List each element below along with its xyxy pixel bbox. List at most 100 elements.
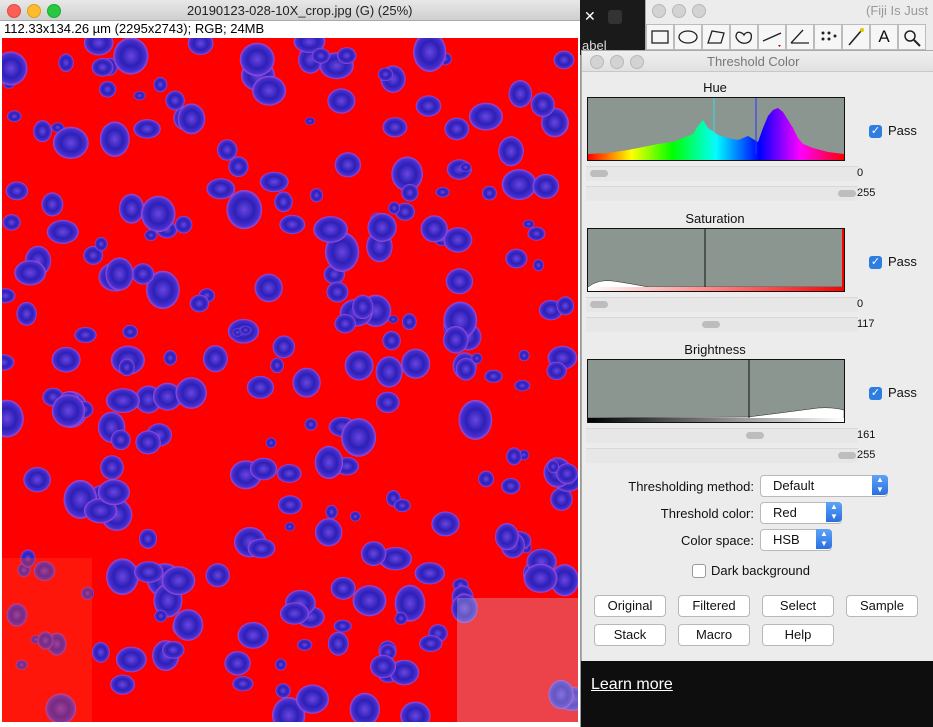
cell-nucleus [333,619,352,633]
threshold-close-button[interactable] [590,55,604,69]
cell-nucleus [326,281,349,303]
stack-button[interactable]: Stack [594,624,666,646]
brightness-min-slider[interactable] [586,428,858,443]
hue-min-slider[interactable] [586,166,858,181]
threshold-titlebar: Threshold Color [582,51,933,72]
cell-nucleus [105,257,134,291]
cell-nucleus [501,478,521,495]
thresholding-method-select[interactable]: Default ▲ ▼ [760,475,888,497]
saturation-max-slider[interactable] [586,317,858,332]
brightness-max-slider[interactable] [586,448,858,463]
cell-nucleus [247,538,276,559]
cell-nucleus [414,562,445,585]
brightness-pass-checkbox[interactable]: ✓ [869,387,882,400]
cell-nucleus [174,215,193,234]
cell-nucleus [443,326,469,354]
zoom-window-button[interactable] [47,4,61,18]
polygon-tool-icon[interactable] [702,24,730,50]
oval-tool-icon[interactable] [674,24,702,50]
cell-nucleus [177,103,206,135]
hue-label: Hue [703,80,727,95]
saturation-pass-label: Pass [888,254,917,269]
hue-max-slider[interactable] [586,186,858,201]
cell-nucleus [41,192,64,217]
cell-nucleus [33,561,56,581]
cell-nucleus [162,641,185,659]
cell-nucleus [296,684,329,714]
saturation-min-thumb[interactable] [590,301,608,308]
magnifier-tool-icon[interactable] [898,24,926,50]
threshold-minimize-button[interactable] [610,55,624,69]
fiji-minimize-button[interactable] [672,4,686,18]
close-window-button[interactable] [7,4,21,18]
threshold-zoom-button[interactable] [630,55,644,69]
cell-nucleus [401,348,431,379]
cell-nucleus [239,42,275,77]
cell-nucleus [455,357,477,381]
cell-nucleus [382,331,401,351]
cell-nucleus [498,136,524,167]
angle-tool-icon[interactable] [786,24,814,50]
threshold-color-select[interactable]: Red ▲ ▼ [760,502,842,524]
point-tool-icon[interactable] [814,24,842,50]
brightness-min-thumb[interactable] [746,432,764,439]
help-button[interactable]: Help [762,624,834,646]
saturation-min-slider[interactable] [586,297,858,312]
cell-nucleus [350,511,361,522]
dark-background-checkbox[interactable] [692,564,706,578]
close-x-icon[interactable]: ✕ [584,8,596,24]
cell-nucleus [523,563,558,593]
text-tool-icon[interactable]: A [870,24,898,50]
cell-nucleus [400,701,431,722]
filtered-button[interactable]: Filtered [678,595,750,617]
freehand-tool-icon[interactable] [730,24,758,50]
cell-nucleus [459,162,472,172]
cell-nucleus [310,188,323,203]
learn-more-link[interactable]: Learn more [591,676,673,693]
cell-nucleus [278,495,303,515]
hue-max-value: 255 [857,187,876,199]
cell-nucleus [175,377,207,409]
color-space-select[interactable]: HSB ▲ ▼ [760,529,832,551]
line-tool-icon[interactable] [758,24,786,50]
cell-nucleus [478,470,495,488]
hue-max-thumb[interactable] [838,190,856,197]
cell-nucleus [506,447,522,466]
cell-nucleus [163,350,177,366]
sample-button[interactable]: Sample [846,595,918,617]
cell-nucleus [304,418,318,431]
hue-min-thumb[interactable] [590,170,608,177]
hue-pass-checkbox[interactable]: ✓ [869,125,882,138]
cell-nucleus [115,646,147,673]
cell-nucleus [413,38,447,72]
cell-nucleus [97,479,130,506]
cell-nucleus [376,391,400,413]
cell-nucleus [314,445,344,479]
cell-nucleus [522,219,535,229]
cell-nucleus [153,382,182,411]
minimize-window-button[interactable] [27,4,41,18]
brightness-max-value: 255 [857,449,876,461]
rectangle-tool-icon[interactable] [646,24,674,50]
fiji-close-button[interactable] [652,4,666,18]
fiji-toolbar-window: (Fiji Is Just A [645,0,933,55]
saturation-pass-checkbox[interactable]: ✓ [869,256,882,269]
cell-nucleus [330,576,356,600]
cell-nucleus [468,102,503,131]
cell-nucleus [246,375,274,399]
wand-tool-icon[interactable] [842,24,870,50]
cell-nucleus [391,156,424,192]
cell-nucleus [252,75,287,106]
cell-nucleus [239,325,252,335]
cell-nucleus [533,259,544,272]
select-button[interactable]: Select [762,595,834,617]
fiji-zoom-button[interactable] [692,4,706,18]
cell-nucleus [458,399,493,440]
image-canvas[interactable] [2,38,578,722]
saturation-max-thumb[interactable] [702,321,720,328]
cell-nucleus [45,693,77,722]
brightness-max-thumb[interactable] [838,452,856,459]
cell-nucleus [530,92,555,117]
original-button[interactable]: Original [594,595,666,617]
macro-button[interactable]: Macro [678,624,750,646]
